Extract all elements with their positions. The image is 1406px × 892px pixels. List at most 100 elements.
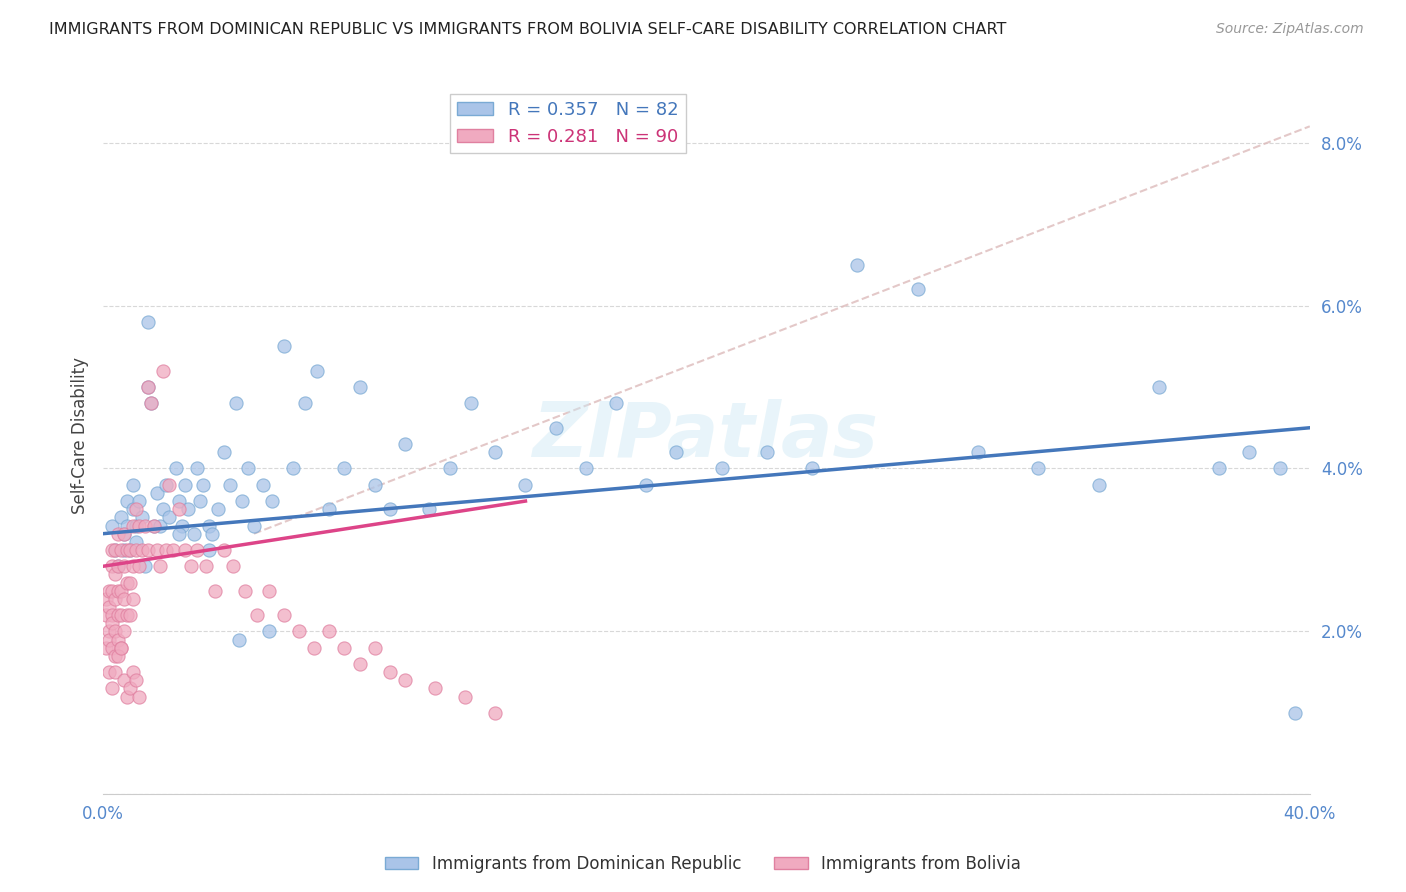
Point xyxy=(152,502,174,516)
Point xyxy=(101,583,124,598)
Point xyxy=(333,640,356,655)
Point xyxy=(260,494,283,508)
Point xyxy=(288,624,311,639)
Point xyxy=(125,673,148,688)
Point xyxy=(167,526,190,541)
Point xyxy=(349,380,371,394)
Point xyxy=(117,608,139,623)
Point xyxy=(233,583,256,598)
Point xyxy=(159,510,181,524)
Point xyxy=(104,567,127,582)
Point xyxy=(155,477,177,491)
Point xyxy=(101,518,124,533)
Point xyxy=(112,559,135,574)
Point xyxy=(101,640,124,655)
Point xyxy=(173,543,195,558)
Point xyxy=(110,583,132,598)
Point xyxy=(1087,477,1109,491)
Point xyxy=(1268,461,1291,475)
Point xyxy=(165,461,187,475)
Point xyxy=(107,583,129,598)
Point xyxy=(225,396,247,410)
Point xyxy=(575,461,598,475)
Point xyxy=(134,559,156,574)
Point xyxy=(484,706,506,720)
Point xyxy=(846,258,869,272)
Point xyxy=(120,608,142,623)
Point xyxy=(155,543,177,558)
Point xyxy=(167,494,190,508)
Point xyxy=(107,648,129,663)
Point xyxy=(186,543,208,558)
Point xyxy=(212,445,235,459)
Point xyxy=(128,494,150,508)
Point xyxy=(134,518,156,533)
Point xyxy=(183,526,205,541)
Point xyxy=(197,543,219,558)
Legend: Immigrants from Dominican Republic, Immigrants from Bolivia: Immigrants from Dominican Republic, Immi… xyxy=(378,848,1028,880)
Point xyxy=(104,624,127,639)
Point xyxy=(191,477,214,491)
Point xyxy=(104,543,127,558)
Point xyxy=(544,421,567,435)
Point xyxy=(104,591,127,606)
Point xyxy=(755,445,778,459)
Point xyxy=(120,681,142,696)
Point xyxy=(143,518,166,533)
Point xyxy=(194,559,217,574)
Point xyxy=(98,583,121,598)
Point xyxy=(273,608,295,623)
Point xyxy=(141,396,163,410)
Point xyxy=(257,583,280,598)
Point xyxy=(107,632,129,647)
Point xyxy=(98,624,121,639)
Point xyxy=(112,526,135,541)
Point xyxy=(222,559,245,574)
Point xyxy=(152,364,174,378)
Point xyxy=(484,445,506,459)
Point xyxy=(710,461,733,475)
Point xyxy=(167,502,190,516)
Point xyxy=(146,486,169,500)
Point xyxy=(131,510,153,524)
Point xyxy=(333,461,356,475)
Point xyxy=(110,510,132,524)
Point xyxy=(101,559,124,574)
Point xyxy=(363,640,385,655)
Point xyxy=(117,494,139,508)
Point xyxy=(107,526,129,541)
Point xyxy=(125,543,148,558)
Point xyxy=(304,640,326,655)
Point xyxy=(122,477,145,491)
Point xyxy=(418,502,440,516)
Point xyxy=(128,690,150,704)
Point xyxy=(180,559,202,574)
Point xyxy=(101,543,124,558)
Point xyxy=(110,640,132,655)
Point xyxy=(149,518,172,533)
Point xyxy=(201,526,224,541)
Point xyxy=(515,477,537,491)
Point xyxy=(117,543,139,558)
Point xyxy=(104,648,127,663)
Text: ZIPatlas: ZIPatlas xyxy=(533,399,879,473)
Point xyxy=(186,461,208,475)
Legend: R = 0.357   N = 82, R = 0.281   N = 90: R = 0.357 N = 82, R = 0.281 N = 90 xyxy=(450,94,686,153)
Point xyxy=(378,502,401,516)
Point xyxy=(170,518,193,533)
Text: IMMIGRANTS FROM DOMINICAN REPUBLIC VS IMMIGRANTS FROM BOLIVIA SELF-CARE DISABILI: IMMIGRANTS FROM DOMINICAN REPUBLIC VS IM… xyxy=(49,22,1007,37)
Point xyxy=(283,461,305,475)
Point xyxy=(252,477,274,491)
Point xyxy=(231,494,253,508)
Point xyxy=(159,477,181,491)
Point xyxy=(363,477,385,491)
Point xyxy=(173,477,195,491)
Point xyxy=(117,690,139,704)
Point xyxy=(207,502,229,516)
Point xyxy=(112,673,135,688)
Point xyxy=(1208,461,1230,475)
Point xyxy=(112,543,135,558)
Point xyxy=(122,518,145,533)
Point xyxy=(122,591,145,606)
Point xyxy=(110,640,132,655)
